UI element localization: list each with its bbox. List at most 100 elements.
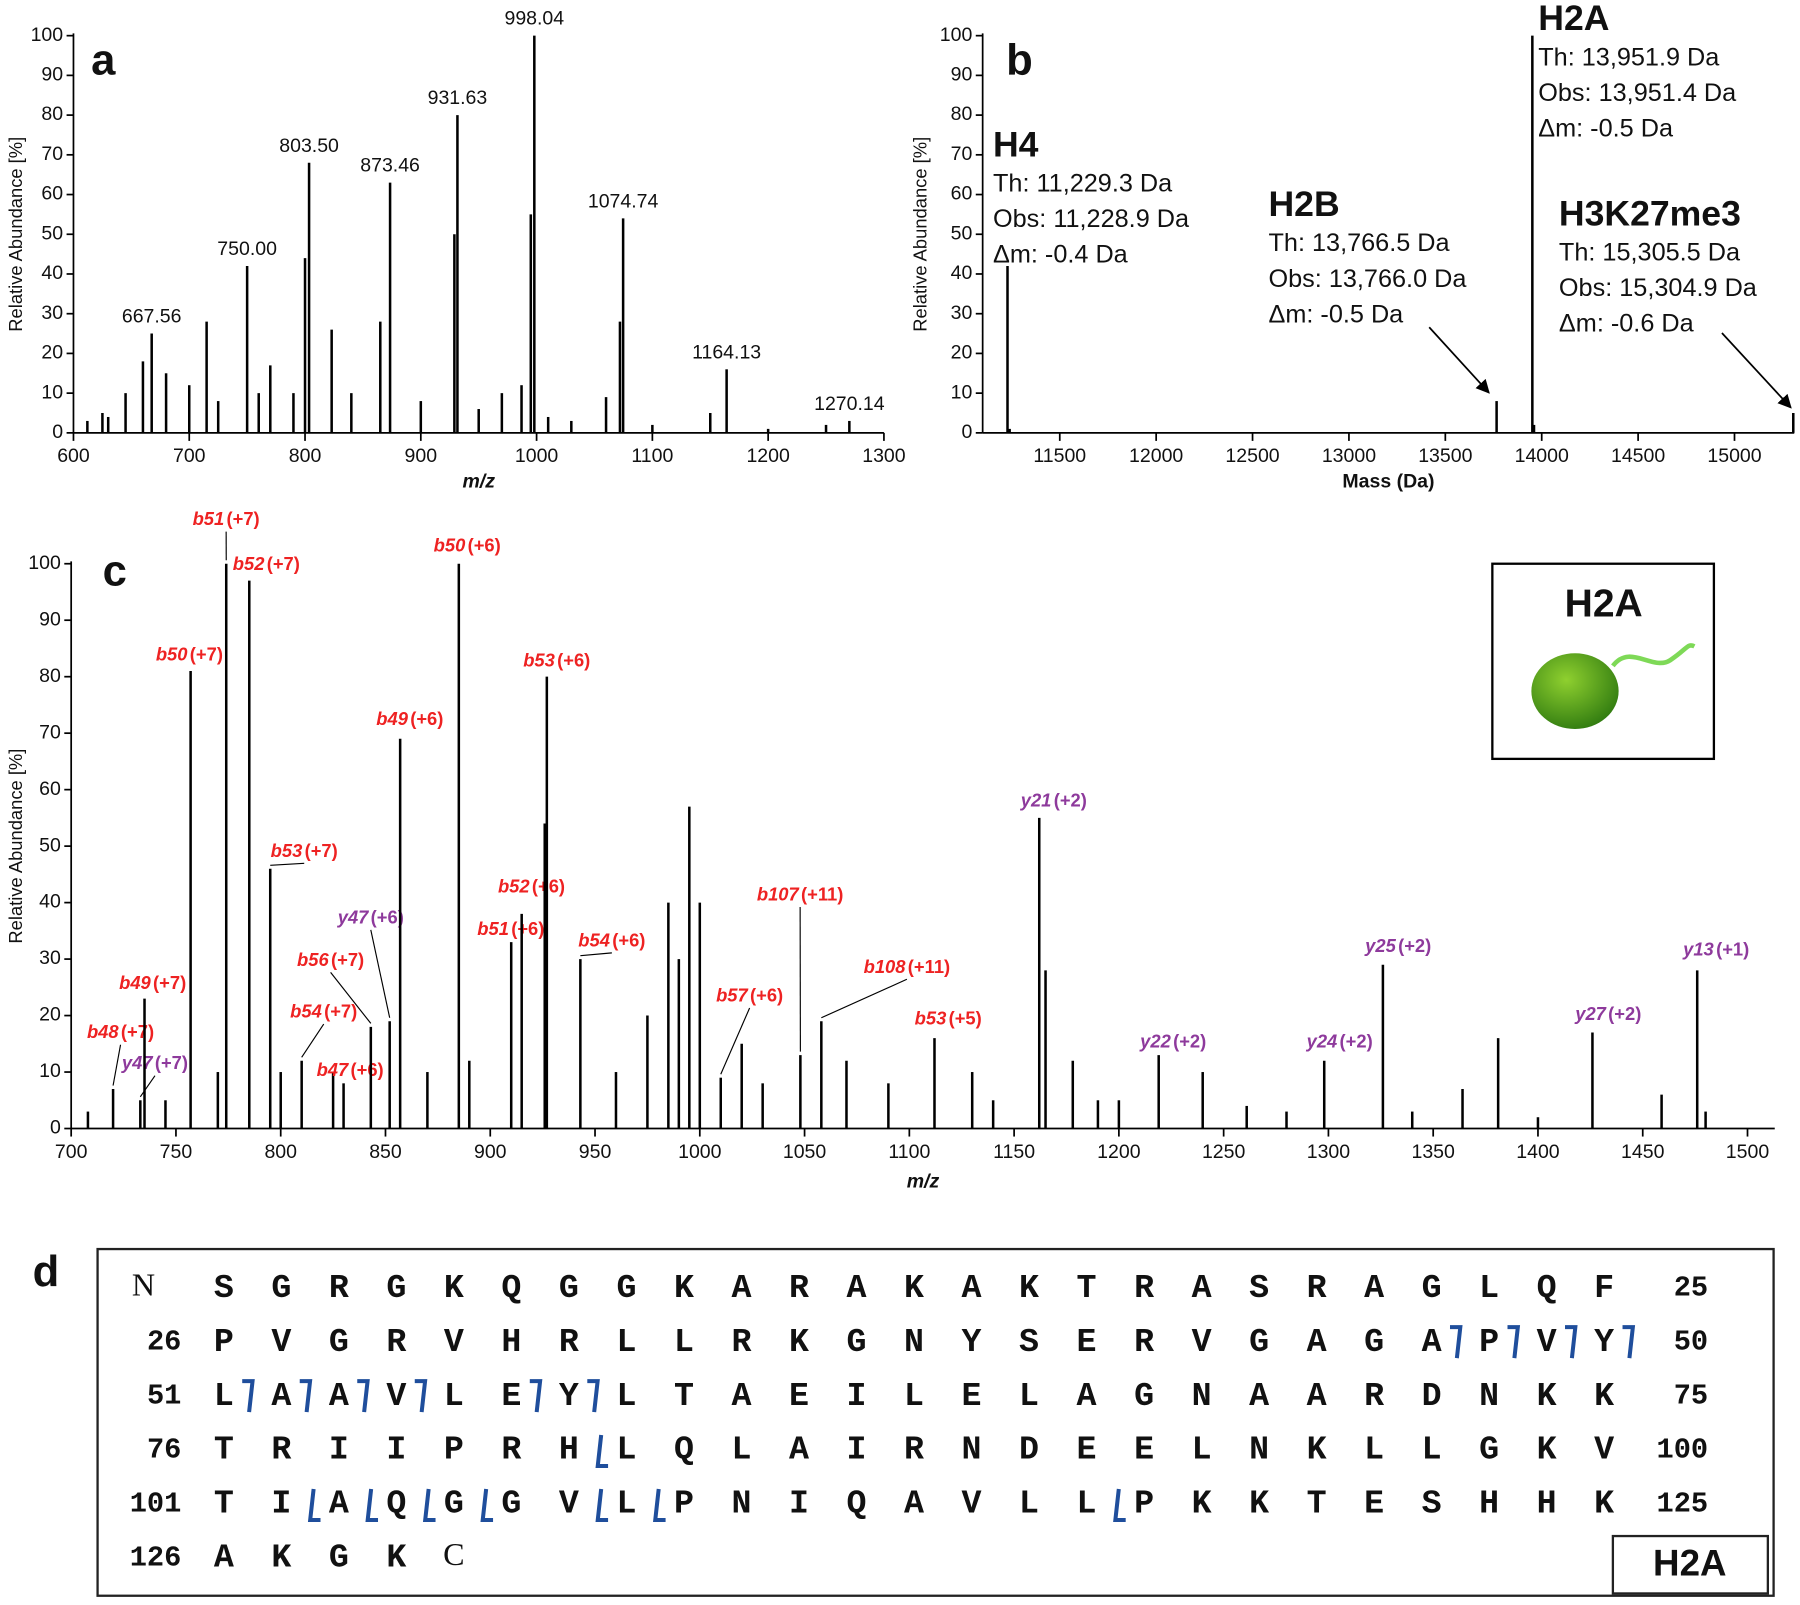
residue: A: [1307, 1377, 1327, 1415]
ion-name: y27: [1574, 1003, 1606, 1024]
residue: K: [386, 1539, 406, 1577]
ion-charge: (+2): [1340, 1030, 1373, 1051]
leader-line: [720, 1007, 751, 1075]
peak-label: 873.46: [360, 155, 420, 177]
y-fragment-site: [595, 1488, 609, 1522]
inset-label: H2A: [1565, 583, 1643, 626]
residue: L: [616, 1485, 636, 1523]
ion-name: y25: [1364, 935, 1396, 956]
residue: R: [1364, 1377, 1384, 1415]
residue: N: [1479, 1377, 1499, 1415]
residue: Q: [501, 1269, 521, 1307]
residue: Y: [1594, 1323, 1614, 1361]
y-fragment-site: [653, 1488, 666, 1522]
ion-name: b54: [578, 929, 610, 950]
ion-label: b51 (+7): [193, 508, 260, 529]
residue: G: [444, 1485, 464, 1523]
panel-label: b: [1006, 37, 1033, 85]
y-tick-label: 10: [951, 381, 973, 403]
residue: V: [271, 1323, 291, 1361]
residue: V: [962, 1485, 982, 1523]
ion-name: b47: [317, 1059, 349, 1080]
residue: K: [1192, 1485, 1212, 1523]
residue: F: [1594, 1269, 1614, 1307]
y-tick-label: 70: [39, 721, 61, 743]
x-tick-label: 1050: [783, 1141, 827, 1163]
y-tick-label: 70: [41, 143, 63, 165]
residue: I: [847, 1431, 867, 1469]
row-start: 51: [147, 1380, 181, 1413]
x-axis-label: m/z: [462, 470, 495, 492]
ion-charge: (+6): [468, 534, 501, 555]
residue: A: [1077, 1377, 1097, 1415]
ion-label: b57 (+6): [716, 984, 783, 1005]
row-start: 76: [147, 1434, 181, 1467]
mass-info: Obs: 11,228.9 Da: [993, 205, 1190, 233]
residue: T: [1307, 1485, 1327, 1523]
residue: S: [1019, 1323, 1039, 1361]
residue: L: [1019, 1485, 1039, 1523]
residue: N: [731, 1485, 751, 1523]
x-tick-label: 1100: [631, 445, 673, 467]
residue: K: [904, 1269, 924, 1307]
residue: P: [214, 1323, 234, 1361]
residue: L: [1077, 1485, 1097, 1523]
x-tick-label: 1400: [1516, 1141, 1560, 1163]
ion-name: b57: [716, 984, 748, 1005]
leader-line: [330, 972, 372, 1024]
x-axis-label: m/z: [907, 1171, 940, 1193]
leader-line: [270, 862, 305, 866]
residue: R: [1134, 1269, 1154, 1307]
ion-name: y22: [1139, 1030, 1171, 1051]
arrow: [1428, 326, 1490, 394]
residue: G: [329, 1323, 349, 1361]
y-tick-label: 0: [50, 1117, 61, 1139]
ion-charge: (+2): [1398, 935, 1431, 956]
residue: A: [1422, 1323, 1442, 1361]
y-tick-label: 50: [41, 222, 63, 244]
residue: N: [904, 1323, 924, 1361]
residue: R: [559, 1323, 579, 1361]
residue: H: [1479, 1485, 1499, 1523]
ion-label: y25 (+2): [1364, 935, 1431, 956]
residue: A: [962, 1269, 982, 1307]
ion-charge: (+5): [949, 1007, 982, 1028]
y-tick-label: 30: [41, 302, 63, 324]
ion-charge: (+7): [153, 972, 186, 993]
ion-name: y47: [337, 906, 369, 927]
residue: R: [271, 1431, 291, 1469]
peak-label: 1074.74: [588, 190, 659, 212]
residue: A: [1192, 1269, 1212, 1307]
row-end: C: [443, 1536, 464, 1572]
ion-name: b51: [477, 918, 509, 939]
arrow: [1721, 332, 1792, 409]
b-fragment-site: [242, 1379, 255, 1413]
y-tick-label: 80: [39, 665, 61, 687]
ion-label: b48 (+7): [87, 1021, 154, 1042]
residue: T: [1077, 1269, 1097, 1307]
row-end: 100: [1657, 1434, 1709, 1467]
protein-name: H2B: [1268, 184, 1339, 224]
residue: S: [1422, 1485, 1442, 1523]
ion-label: y24 (+2): [1306, 1030, 1373, 1051]
residue: A: [329, 1485, 349, 1523]
y-tick-label: 80: [951, 103, 973, 125]
mass-info: Δm: -0.4 Da: [993, 241, 1129, 269]
residue: L: [1364, 1431, 1384, 1469]
b-fragment-site: [587, 1379, 600, 1413]
ion-label: b108 (+11): [864, 956, 951, 977]
peak-label: 750.00: [217, 238, 277, 260]
mass-info: Obs: 13,951.4 Da: [1538, 79, 1737, 107]
residue: H: [559, 1431, 579, 1469]
residue: K: [1594, 1485, 1614, 1523]
peak-label: 931.63: [428, 87, 488, 109]
residue: G: [1422, 1269, 1442, 1307]
ion-charge: (+7): [121, 1021, 154, 1042]
ion-charge: (+7): [267, 553, 300, 574]
residue: E: [962, 1377, 982, 1415]
y-tick-label: 90: [41, 64, 63, 86]
ion-label: b50 (+7): [156, 643, 223, 664]
residue: I: [386, 1431, 406, 1469]
x-tick-label: 700: [173, 445, 206, 467]
ion-label: y27 (+2): [1574, 1003, 1641, 1024]
